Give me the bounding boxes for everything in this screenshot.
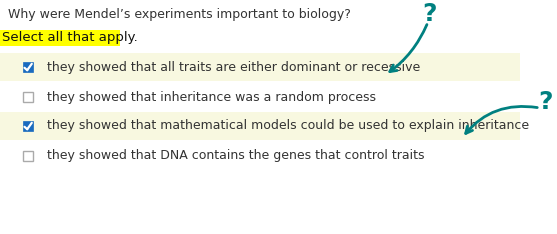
Text: they showed that inheritance was a random process: they showed that inheritance was a rando…	[47, 91, 376, 103]
Text: Why were Mendel’s experiments important to biology?: Why were Mendel’s experiments important …	[8, 8, 351, 21]
Bar	[0, 53, 520, 81]
Text: they showed that all traits are either dominant or recessive: they showed that all traits are either d…	[47, 61, 420, 73]
Bar	[0, 112, 520, 140]
Text: ?: ?	[538, 90, 553, 114]
Bar	[0, 30, 120, 46]
Text: ?: ?	[422, 2, 437, 26]
Text: Select all that apply.: Select all that apply.	[2, 31, 138, 44]
Bar	[23, 121, 33, 131]
Bar	[23, 92, 33, 102]
Bar	[23, 151, 33, 161]
Text: they showed that mathematical models could be used to explain inheritance: they showed that mathematical models cou…	[47, 120, 529, 132]
Bar	[23, 62, 33, 72]
Text: they showed that DNA contains the genes that control traits: they showed that DNA contains the genes …	[47, 150, 424, 162]
